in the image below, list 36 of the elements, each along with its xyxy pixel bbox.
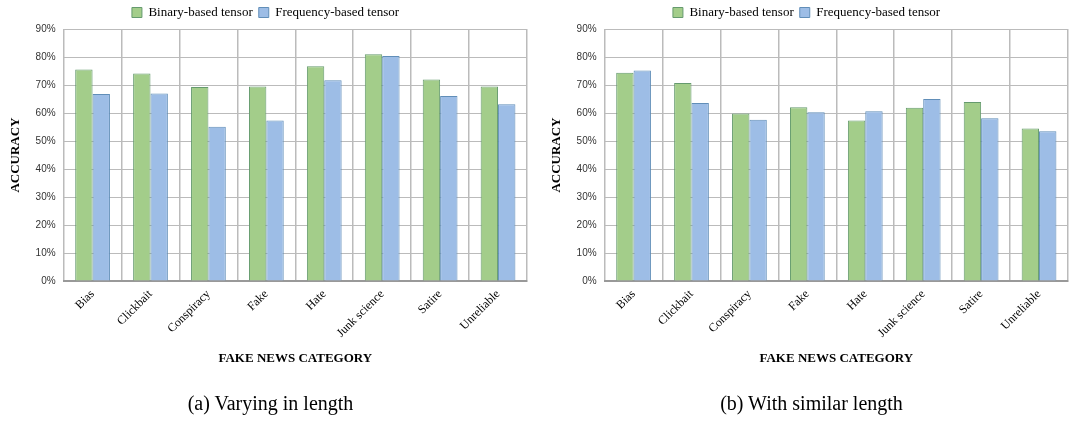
legend-label: Binary-based tensor xyxy=(689,3,795,19)
y-tick-label: 20% xyxy=(35,218,56,230)
y-axis-title: ACCURACY xyxy=(548,116,564,193)
legend-label: Binary-based tensor xyxy=(148,3,254,19)
y-tick-label: 90% xyxy=(576,22,597,34)
y-tick-label: 60% xyxy=(35,106,56,118)
x-axis-title: FAKE NEWS CATEGORY xyxy=(759,349,914,365)
y-tick-label: 50% xyxy=(35,134,56,146)
x-tick-label: Hate xyxy=(302,286,329,313)
y-tick-label: 70% xyxy=(35,78,56,90)
y-axis-title: ACCURACY xyxy=(7,116,23,193)
x-tick-label: Fake xyxy=(785,286,812,314)
y-tick-label: 30% xyxy=(576,190,597,202)
x-tick-label: Bias xyxy=(71,286,98,312)
y-tick-label: 40% xyxy=(576,162,597,174)
text: (b) With similar length xyxy=(719,392,904,415)
y-tick-label: 60% xyxy=(576,106,597,118)
x-axis-title: FAKE NEWS CATEGORY xyxy=(218,349,373,365)
y-tick-label: 90% xyxy=(35,22,56,34)
y-tick-label: 80% xyxy=(576,50,597,62)
x-tick-label: Fake xyxy=(244,286,271,314)
y-tick-label: 80% xyxy=(35,50,56,62)
legend-label: Frequency-based tensor xyxy=(816,3,941,19)
x-tick-label: Bias xyxy=(612,286,639,312)
y-tick-label: 70% xyxy=(576,78,597,90)
text: (a) Varying in length xyxy=(186,392,355,415)
y-tick-label: 30% xyxy=(35,190,56,202)
y-tick-label: 0% xyxy=(41,274,56,286)
y-tick-label: 20% xyxy=(576,218,597,230)
y-tick-label: 40% xyxy=(35,162,56,174)
y-tick-label: 10% xyxy=(576,246,597,258)
y-tick-label: 50% xyxy=(576,134,597,146)
legend-label: Frequency-based tensor xyxy=(275,3,400,19)
y-tick-label: 0% xyxy=(582,274,597,286)
y-tick-label: 10% xyxy=(35,246,56,258)
x-tick-label: Hate xyxy=(843,286,870,313)
